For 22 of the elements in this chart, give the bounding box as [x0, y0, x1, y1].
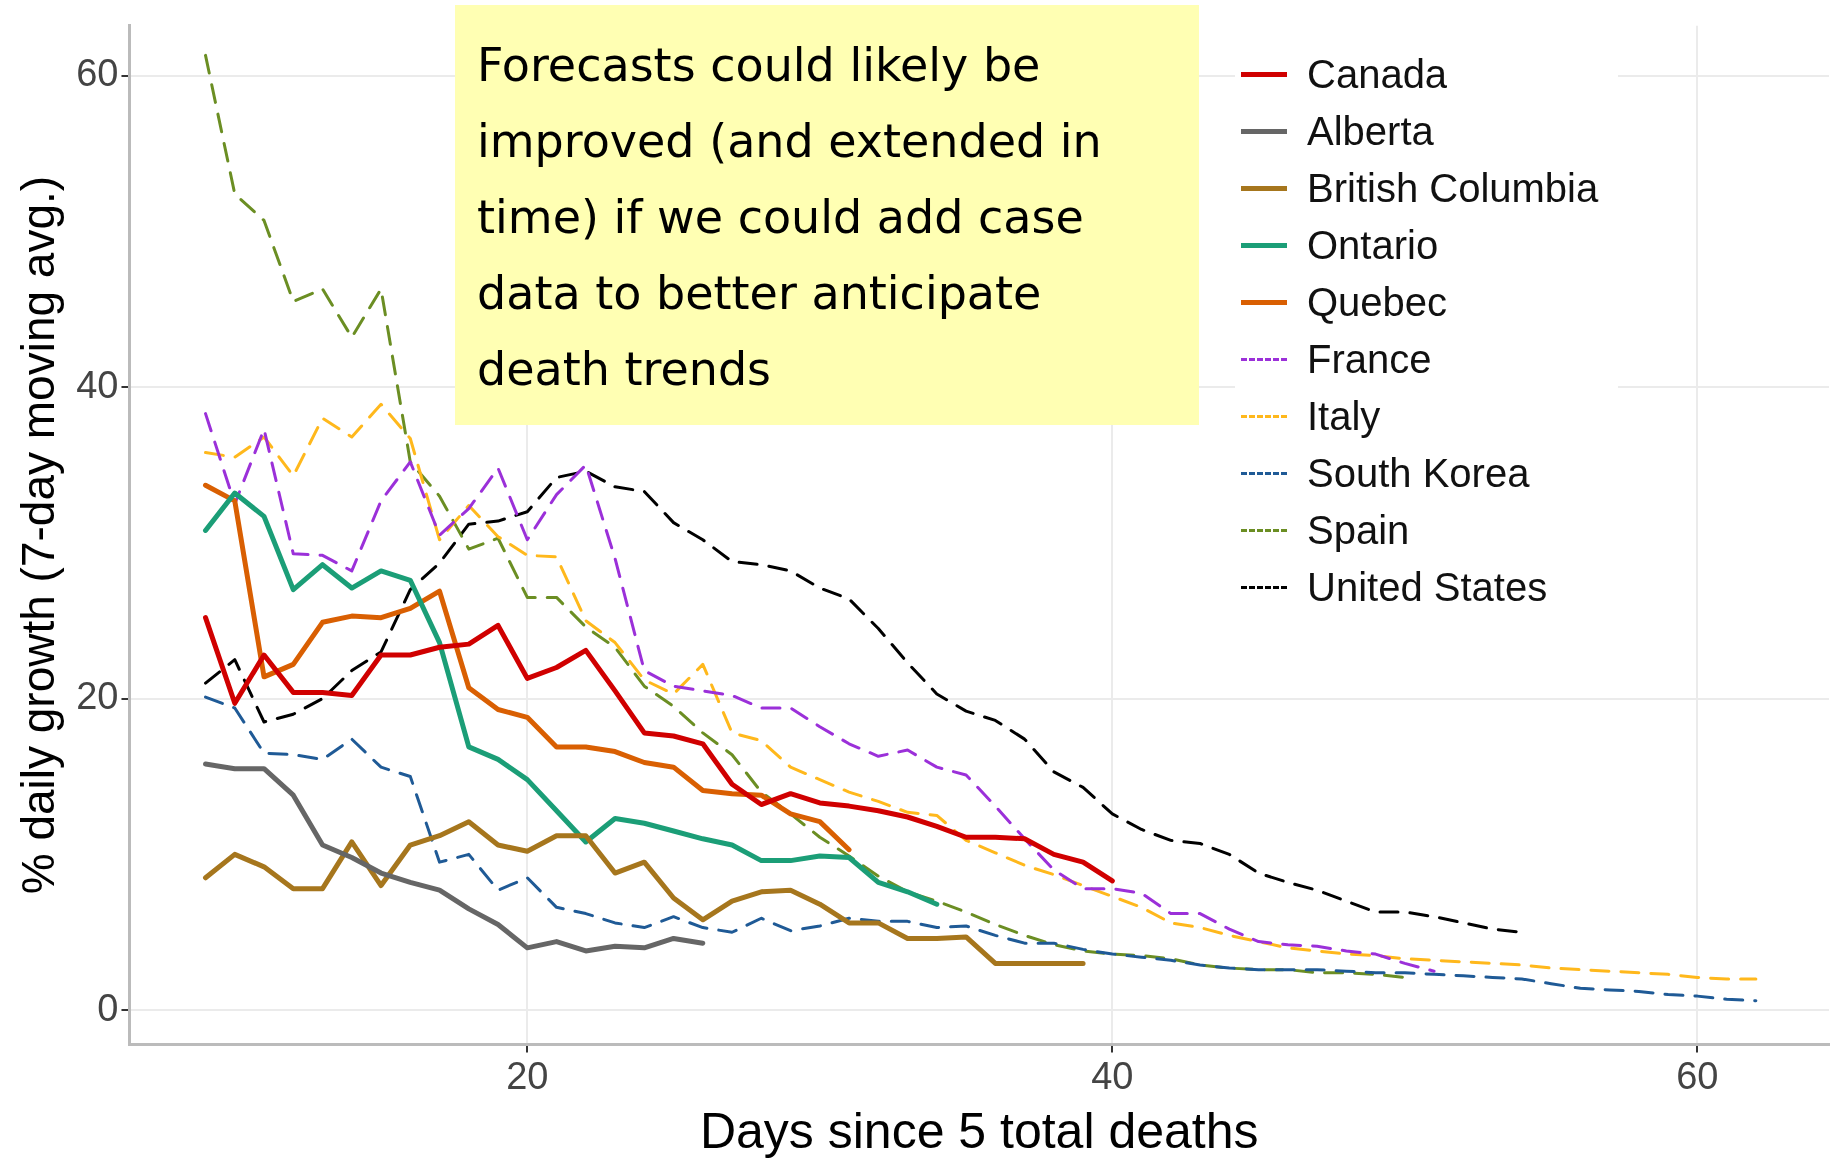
- legend-label: Quebec: [1307, 280, 1448, 325]
- legend-label: United States: [1307, 565, 1548, 610]
- line-series: [204, 402, 1758, 981]
- x-tick-label: 40: [1091, 1054, 1134, 1097]
- legend-label: Spain: [1307, 508, 1410, 553]
- legend-label: British Columbia: [1307, 166, 1599, 211]
- legend-label: South Korea: [1307, 451, 1530, 496]
- x-axis-title: Days since 5 total deaths: [699, 1102, 1259, 1159]
- line-series: [204, 695, 1758, 1003]
- y-tick-label: 0: [97, 986, 119, 1029]
- x-tick-label: 20: [506, 1054, 549, 1097]
- legend-label: France: [1307, 337, 1432, 382]
- legend-label: Ontario: [1307, 223, 1439, 268]
- y-axis-title: % daily growth (7-day moving avg.): [12, 175, 65, 895]
- annotation: Forecasts could likely be improved (and extended in time) if we could add case data to better anticipate death trends: [477, 37, 1103, 398]
- legend-label: Alberta: [1307, 109, 1434, 154]
- y-tick-label: 60: [76, 52, 119, 95]
- legend-label: Italy: [1307, 394, 1381, 439]
- x-tick-label: 60: [1676, 1054, 1719, 1097]
- legend-label: Canada: [1307, 52, 1448, 97]
- y-tick-label: 20: [76, 675, 119, 718]
- y-tick-label: 40: [76, 363, 119, 406]
